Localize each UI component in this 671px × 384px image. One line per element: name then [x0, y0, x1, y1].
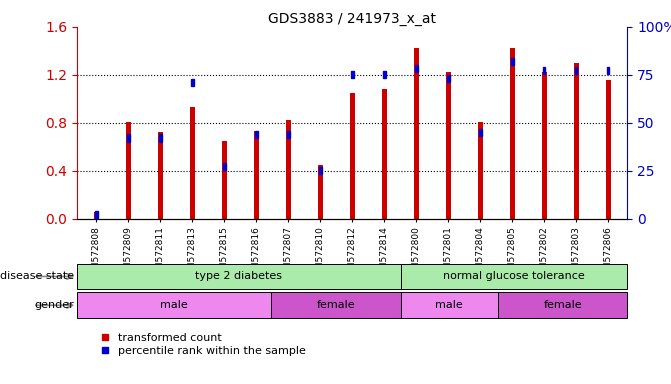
Bar	[511, 58, 513, 65]
Text: normal glucose tolerance: normal glucose tolerance	[444, 271, 585, 281]
Bar	[447, 75, 450, 82]
Bar	[414, 48, 419, 219]
Bar	[271, 292, 401, 318]
Bar	[319, 167, 321, 174]
Bar	[94, 212, 99, 219]
Text: GDS3883 / 241973_x_at: GDS3883 / 241973_x_at	[268, 12, 436, 25]
Text: disease state: disease state	[0, 271, 74, 281]
Bar	[401, 292, 498, 318]
Bar	[401, 263, 627, 290]
Bar	[77, 292, 271, 318]
Bar	[77, 263, 401, 290]
Bar	[543, 67, 546, 74]
Bar	[127, 134, 130, 142]
Bar	[223, 163, 225, 170]
Bar	[351, 71, 354, 78]
Bar	[446, 73, 451, 219]
Bar	[574, 63, 578, 219]
Bar	[510, 48, 515, 219]
Text: type 2 diabetes: type 2 diabetes	[195, 271, 282, 281]
Text: male: male	[435, 300, 463, 310]
Bar	[383, 71, 386, 78]
Text: female: female	[544, 300, 582, 310]
Bar	[350, 93, 355, 219]
Bar	[95, 211, 98, 218]
Legend: transformed count, percentile rank within the sample: transformed count, percentile rank withi…	[96, 328, 311, 361]
Bar	[126, 122, 131, 219]
Bar	[606, 80, 611, 219]
Bar	[318, 165, 323, 219]
Bar	[254, 131, 259, 219]
Bar	[158, 132, 163, 219]
Bar	[479, 129, 482, 136]
Bar	[255, 131, 258, 138]
Bar	[478, 122, 482, 219]
Text: female: female	[317, 300, 356, 310]
Bar	[286, 121, 291, 219]
Bar	[415, 65, 417, 73]
Bar	[287, 131, 290, 138]
Bar	[498, 292, 627, 318]
Bar	[222, 141, 227, 219]
Bar	[159, 134, 162, 142]
Bar	[607, 67, 609, 74]
Text: gender: gender	[34, 300, 74, 310]
Bar	[541, 73, 547, 219]
Bar	[190, 107, 195, 219]
Bar	[382, 89, 386, 219]
Bar	[575, 67, 578, 74]
Text: male: male	[160, 300, 188, 310]
Bar	[191, 79, 194, 86]
